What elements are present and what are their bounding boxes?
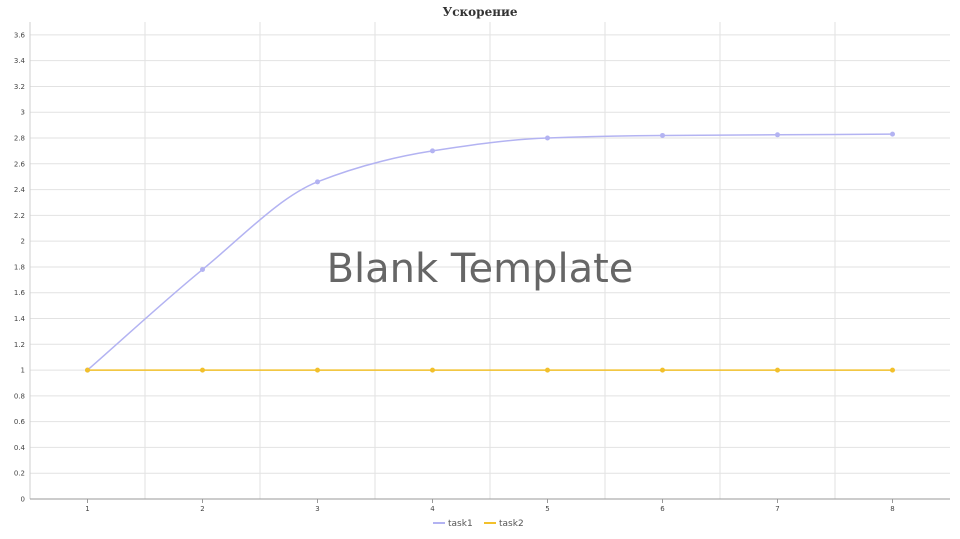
data-point-task2: [200, 367, 205, 373]
x-tick-label: 4: [430, 505, 435, 513]
y-tick-label: 0.4: [14, 444, 26, 452]
legend: task1 task2: [433, 519, 524, 529]
y-tick-label: 2.2: [14, 212, 25, 220]
data-point-task2: [430, 367, 435, 373]
x-tick-label: 2: [200, 505, 204, 513]
x-tick-label: 3: [315, 505, 319, 513]
legend-label-task1: task1: [448, 519, 473, 529]
y-tick-label: 3.2: [14, 83, 25, 91]
axis-layer: 0 0.2 0.4 0.6 0.8 1 1.2 1.4 1.6 1.8 2 2.2 2.4 2.6 2.8 3…: [14, 22, 950, 513]
y-tick-label: 3.4: [14, 57, 26, 65]
data-point-task1: [200, 267, 205, 273]
data-point-task1: [545, 135, 550, 141]
y-tick-label: 2.4: [14, 186, 26, 194]
y-tick-label: 1.2: [14, 341, 25, 349]
x-tick-label: 8: [890, 505, 894, 513]
y-tick-label: 2.6: [14, 160, 26, 168]
y-tick-label: 0.8: [14, 392, 25, 400]
data-point-task1: [315, 179, 320, 185]
data-point-task2: [545, 367, 550, 373]
data-point-task2: [315, 367, 320, 373]
y-tick-label: 0: [21, 496, 25, 504]
y-tick-label: 0.6: [14, 418, 26, 426]
data-point-task1: [890, 131, 895, 137]
series-layer: [85, 131, 895, 373]
y-tick-label: 0.2: [14, 470, 25, 478]
data-point-task2: [890, 367, 895, 373]
legend-label-task2: task2: [499, 519, 524, 529]
y-tick-label: 3: [21, 109, 25, 117]
data-point-task2: [660, 367, 665, 373]
y-tick-label: 1.4: [14, 315, 26, 323]
y-tick-label: 1: [21, 367, 25, 375]
x-tick-label: 7: [775, 505, 779, 513]
watermark-text: Blank Template: [327, 246, 634, 292]
y-tick-label: 3.6: [14, 31, 26, 39]
data-point-task2: [85, 367, 90, 373]
grid-layer: [30, 22, 950, 499]
x-tick-label: 6: [660, 505, 665, 513]
data-point-task1: [775, 132, 780, 138]
data-point-task1: [660, 132, 665, 138]
data-point-task1: [430, 148, 435, 154]
y-tick-label: 2: [21, 238, 25, 246]
y-tick-label: 1.8: [14, 263, 25, 271]
y-tick-label: 2.8: [14, 135, 25, 143]
chart-title: Ускорение: [442, 5, 518, 19]
x-tick-label: 5: [545, 505, 549, 513]
x-tick-label: 1: [85, 505, 89, 513]
y-tick-label: 1.6: [14, 289, 26, 297]
data-point-task2: [775, 367, 780, 373]
